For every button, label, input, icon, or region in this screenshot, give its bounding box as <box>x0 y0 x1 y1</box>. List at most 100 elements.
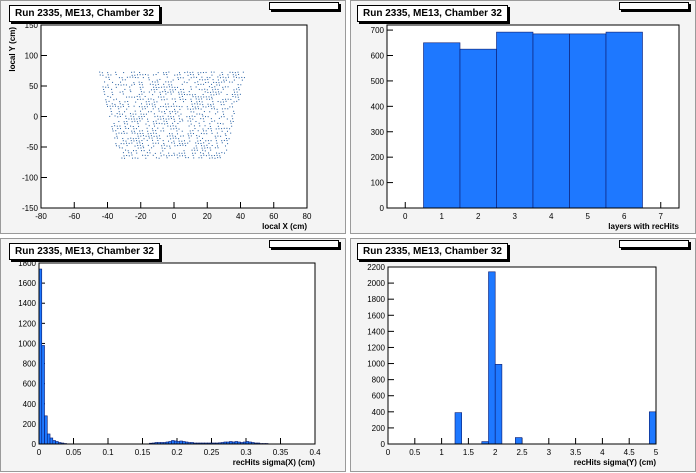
hit-marker <box>137 157 139 159</box>
hit-marker <box>144 95 146 97</box>
hit-marker <box>218 91 220 93</box>
hit-marker <box>141 81 143 83</box>
hit-marker <box>229 128 231 130</box>
chart-title: Run 2335, ME13, Chamber 32 <box>357 243 508 260</box>
hit-marker <box>208 105 210 107</box>
hit-marker <box>178 152 180 154</box>
hit-marker <box>136 95 138 97</box>
hit-marker <box>153 99 155 101</box>
hit-marker <box>166 73 168 75</box>
hit-marker <box>166 98 168 100</box>
hit-marker <box>172 79 174 81</box>
y-tick-label: 200 <box>372 424 386 433</box>
hit-marker <box>169 145 171 147</box>
hit-marker <box>153 145 155 147</box>
hit-marker <box>233 113 235 115</box>
hit-marker <box>107 74 109 76</box>
hit-marker <box>167 125 169 127</box>
hit-marker <box>225 98 227 100</box>
hit-marker <box>199 125 201 127</box>
x-axis-label: local X (cm) <box>262 222 307 231</box>
hit-marker <box>201 76 203 78</box>
hit-marker <box>204 91 206 93</box>
hit-marker <box>134 145 136 147</box>
hit-marker <box>182 135 184 137</box>
hit-marker <box>148 137 150 139</box>
hit-marker <box>200 118 202 120</box>
hit-marker <box>238 99 240 101</box>
hit-marker <box>141 140 143 142</box>
hit-marker <box>223 139 225 141</box>
hit-marker <box>205 140 207 142</box>
hit-marker <box>205 130 207 132</box>
hit-marker <box>220 116 222 118</box>
hit-marker <box>163 111 165 113</box>
hit-marker <box>167 115 169 117</box>
hit-marker <box>174 120 176 122</box>
hit-marker <box>239 93 241 95</box>
hit-marker <box>136 74 138 76</box>
hit-marker <box>175 137 177 139</box>
hit-marker <box>206 89 208 91</box>
hit-marker <box>115 143 117 145</box>
y-tick-label: 0 <box>381 440 386 449</box>
x-tick-label: 5 <box>586 212 591 221</box>
x-tick-label: 2 <box>476 212 481 221</box>
hit-marker <box>179 74 181 76</box>
pad-hit-positions: -80 -60 -40 -20 0 20 40 60 80 -150 -100 -50 0 50 100 15… <box>0 0 346 234</box>
hit-marker <box>226 149 228 151</box>
hit-marker <box>117 116 119 118</box>
hit-marker <box>162 127 164 129</box>
hit-marker <box>131 142 133 144</box>
hit-marker <box>134 157 136 159</box>
hit-marker <box>162 105 164 107</box>
hit-marker <box>139 144 141 146</box>
hit-marker <box>158 135 160 137</box>
hit-marker <box>203 83 205 85</box>
hit-marker <box>193 125 195 127</box>
hit-marker <box>195 86 197 88</box>
hit-marker <box>202 106 204 108</box>
histogram-bar <box>41 345 45 445</box>
hit-marker <box>232 118 234 120</box>
hit-marker <box>152 130 154 132</box>
hit-marker <box>227 74 229 76</box>
hit-marker <box>126 142 128 144</box>
hit-marker <box>139 96 141 98</box>
hit-marker <box>216 132 218 134</box>
hit-marker <box>172 89 174 91</box>
hit-marker <box>231 81 233 83</box>
hit-marker <box>208 96 210 98</box>
x-tick-label: -40 <box>102 212 114 221</box>
hit-marker <box>217 125 219 127</box>
hit-marker <box>208 152 210 154</box>
hit-marker <box>135 137 137 139</box>
hit-marker <box>143 115 145 117</box>
hit-marker <box>206 98 208 100</box>
hit-marker <box>118 132 120 134</box>
hit-marker <box>133 150 135 152</box>
hit-marker <box>122 93 124 95</box>
hit-marker <box>124 126 126 128</box>
hit-marker <box>134 110 136 112</box>
hit-marker <box>134 74 136 76</box>
hit-marker <box>216 84 218 86</box>
hit-marker <box>206 144 208 146</box>
hit-marker <box>151 137 153 139</box>
hit-marker <box>101 72 103 74</box>
hit-marker <box>210 140 212 142</box>
hit-marker <box>144 154 146 156</box>
hit-marker <box>178 91 180 93</box>
x-tick-label: 0.05 <box>66 448 82 457</box>
x-tick-label: 60 <box>269 212 278 221</box>
hit-marker <box>191 103 193 105</box>
hit-marker <box>157 96 159 98</box>
stats-box <box>269 2 339 10</box>
hit-marker <box>116 125 118 127</box>
hit-marker <box>180 135 182 137</box>
hit-marker <box>179 96 181 98</box>
hit-marker <box>134 132 136 134</box>
hit-marker <box>103 91 105 93</box>
hit-marker <box>161 123 163 125</box>
hit-marker <box>124 79 126 81</box>
